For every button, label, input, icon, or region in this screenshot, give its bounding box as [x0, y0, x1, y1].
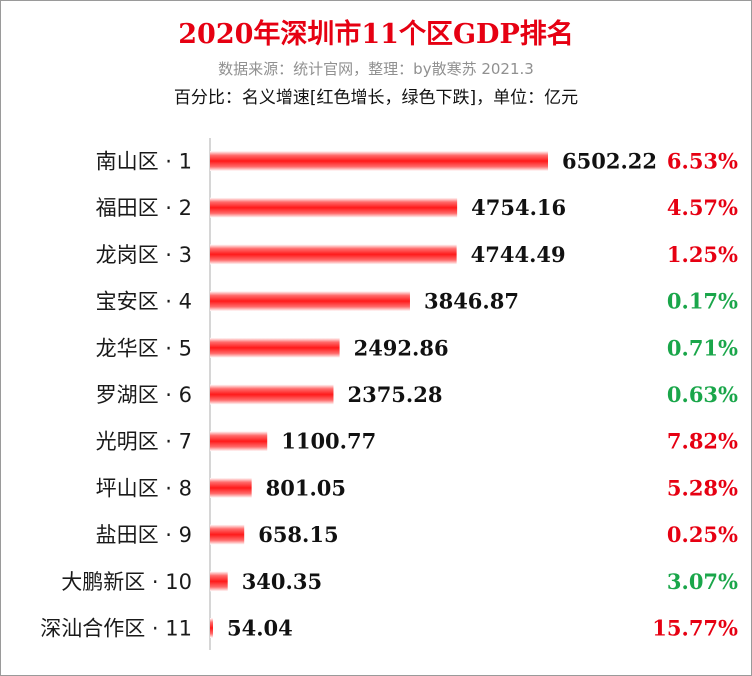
growth-label: 4.57%: [667, 195, 738, 220]
value-label: 3846.87: [424, 289, 519, 314]
gdp-bar: [210, 244, 457, 265]
category-label: 大鹏新区 · 10: [61, 570, 192, 594]
category-label: 盐田区 · 9: [96, 523, 192, 547]
value-label: 340.35: [242, 569, 322, 594]
category-label: 龙岗区 · 3: [96, 243, 192, 267]
growth-label: 5.28%: [667, 475, 738, 500]
value-label: 4754.16: [471, 195, 566, 220]
value-label: 2492.86: [354, 335, 449, 360]
value-label: 801.05: [266, 475, 346, 500]
chart-note: 百分比：名义增速[红色增长，绿色下跌]，单位：亿元: [173, 88, 579, 108]
category-label: 福田区 · 2: [96, 196, 192, 220]
category-label: 龙华区 · 5: [96, 336, 192, 360]
growth-label: 6.53%: [667, 149, 738, 174]
gdp-bar: [210, 618, 213, 638]
gdp-bar: [210, 571, 228, 592]
growth-label: 0.17%: [667, 289, 738, 314]
chart-subtitle: 数据来源：统计官网，整理：by散寒苏 2021.3: [218, 60, 534, 78]
category-label: 罗湖区 · 6: [96, 383, 192, 407]
gdp-bar: [210, 384, 334, 405]
value-label: 658.15: [258, 522, 338, 547]
value-label: 2375.28: [347, 382, 442, 407]
growth-label: 3.07%: [667, 569, 738, 594]
category-label: 坪山区 · 8: [96, 476, 192, 500]
growth-label: 1.25%: [667, 242, 738, 267]
category-label: 深汕合作区 · 11: [40, 617, 192, 641]
growth-label: 0.71%: [667, 335, 738, 360]
growth-label: 7.82%: [667, 429, 738, 454]
gdp-bar: [210, 291, 410, 312]
chart-title: 2020年深圳市11个区GDP排名: [178, 19, 574, 50]
gdp-bar: [210, 151, 548, 171]
growth-label: 15.77%: [652, 616, 738, 641]
value-label: 6502.22: [562, 149, 657, 174]
value-label: 4744.49: [471, 242, 566, 267]
gdp-bar: [210, 431, 268, 452]
gdp-bar: [210, 477, 252, 498]
gdp-bar: [210, 337, 340, 358]
value-label: 54.04: [227, 616, 293, 641]
growth-label: 0.63%: [667, 382, 738, 407]
category-label: 光明区 · 7: [96, 430, 192, 454]
gdp-bar: [210, 524, 245, 545]
category-label: 宝安区 · 4: [96, 290, 192, 314]
gdp-bar: [210, 197, 458, 218]
growth-label: 0.25%: [667, 522, 738, 547]
value-label: 1100.77: [281, 429, 376, 454]
category-label: 南山区 · 1: [96, 150, 192, 174]
